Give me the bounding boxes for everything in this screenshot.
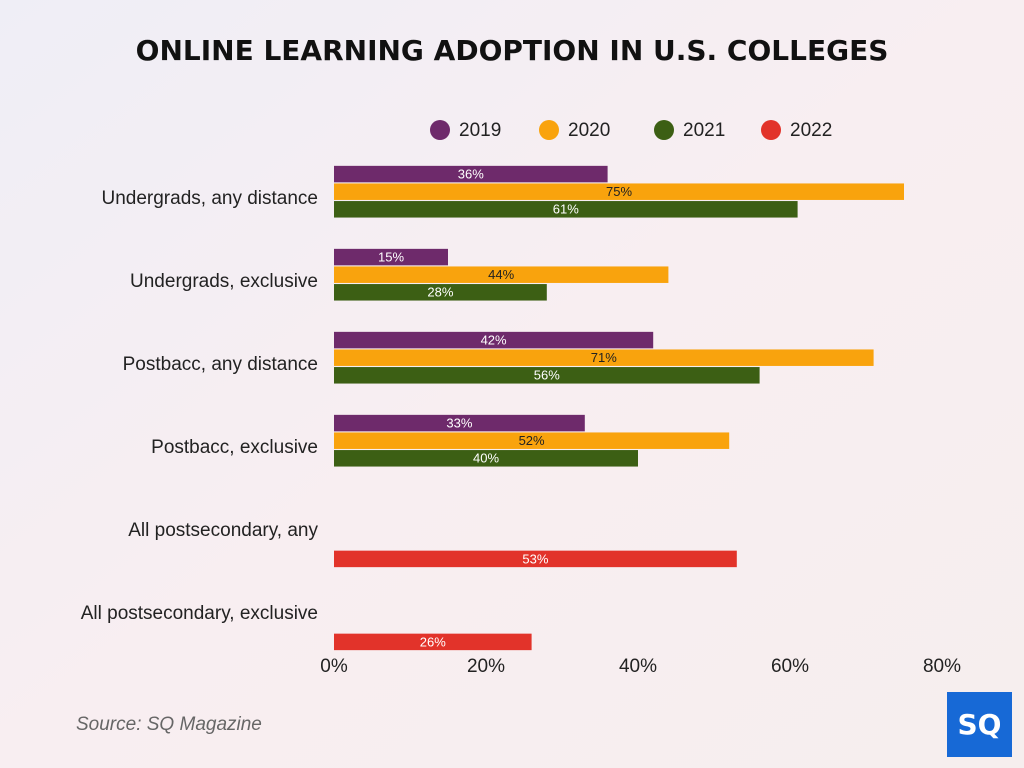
value-label: 26% <box>420 634 446 649</box>
bar <box>334 633 532 651</box>
bar <box>334 183 904 200</box>
bar <box>334 414 585 432</box>
value-label: 36% <box>458 167 484 182</box>
y-tick-label: All postsecondary, any <box>128 520 318 541</box>
bar <box>334 165 608 183</box>
y-tick-label: All postsecondary, exclusive <box>81 603 318 624</box>
source: Source: SQ Magazine <box>76 714 262 735</box>
legend-marker <box>654 120 674 140</box>
logo-box <box>947 692 1012 757</box>
bar <box>334 349 874 366</box>
x-tick-label: 0% <box>320 656 348 677</box>
legend-label: 2019 <box>459 120 501 141</box>
bar <box>334 367 760 384</box>
value-label: 40% <box>473 451 499 466</box>
legend-marker <box>761 120 781 140</box>
legend-label: 2020 <box>568 120 610 141</box>
value-label: 71% <box>591 350 617 365</box>
value-label: 75% <box>606 184 632 199</box>
value-label: 28% <box>427 285 453 300</box>
legend-label: 2021 <box>683 120 725 141</box>
legend-marker <box>430 120 450 140</box>
bar <box>334 248 448 266</box>
bar <box>334 432 730 449</box>
y-tick-label: Postbacc, exclusive <box>151 437 318 458</box>
value-label: 61% <box>553 202 579 217</box>
value-label: 56% <box>534 368 560 383</box>
bar <box>334 284 547 301</box>
value-label: 53% <box>522 551 548 566</box>
x-tick-label: 40% <box>619 656 657 677</box>
legend-marker <box>539 120 559 140</box>
value-label: 44% <box>488 267 514 282</box>
bar <box>334 450 638 467</box>
logo: SQ <box>958 708 1002 741</box>
value-label: 52% <box>519 433 545 448</box>
y-tick-label: Undergrads, exclusive <box>130 271 318 292</box>
x-tick-label: 80% <box>923 656 961 677</box>
legend-label: 2022 <box>790 120 832 141</box>
value-label: 33% <box>446 416 472 431</box>
value-label: 15% <box>378 250 404 265</box>
bar <box>334 550 737 568</box>
x-tick-label: 60% <box>771 656 809 677</box>
bar <box>334 331 654 349</box>
y-tick-label: Postbacc, any distance <box>123 354 318 375</box>
x-tick-label: 20% <box>467 656 505 677</box>
chart-title: ONLINE LEARNING ADOPTION IN U.S. COLLEGE… <box>136 34 889 67</box>
bar <box>334 266 669 283</box>
y-tick-label: Undergrads, any distance <box>101 188 318 209</box>
value-label: 42% <box>481 333 507 348</box>
bar <box>334 201 798 218</box>
